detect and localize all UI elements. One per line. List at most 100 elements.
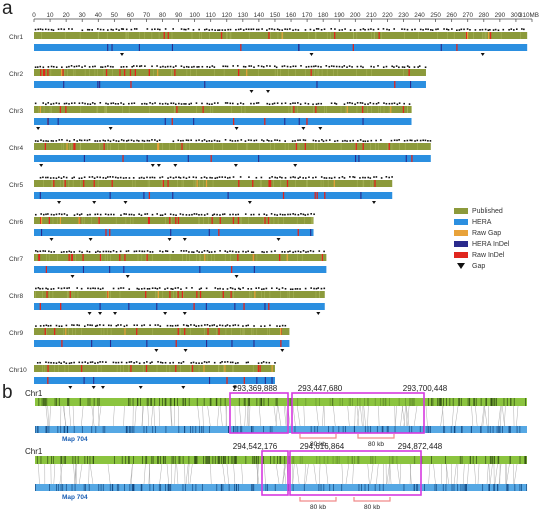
marker-dot bbox=[206, 65, 208, 68]
marker-dot bbox=[89, 103, 92, 105]
marker-dot bbox=[361, 102, 364, 104]
marker-dot bbox=[192, 29, 195, 31]
hera-bar bbox=[34, 192, 393, 199]
marker-dot bbox=[138, 65, 141, 68]
raw-indel-mark bbox=[53, 180, 55, 187]
detail-marker bbox=[89, 456, 91, 464]
published-stripe bbox=[269, 328, 270, 335]
marker-dot bbox=[248, 176, 250, 178]
raw-indel-mark bbox=[191, 365, 194, 372]
marker-dot bbox=[177, 287, 179, 289]
published-stripe bbox=[446, 32, 448, 39]
marker-dot bbox=[45, 361, 47, 364]
marker-dot bbox=[80, 287, 83, 290]
marker-dot bbox=[68, 362, 71, 365]
marker-dot bbox=[94, 325, 97, 327]
detail-marker bbox=[249, 398, 250, 406]
marker-dot bbox=[120, 102, 122, 104]
raw-indel-mark bbox=[124, 254, 126, 261]
marker-dot bbox=[156, 213, 158, 215]
published-stripe bbox=[72, 328, 73, 335]
marker-dot bbox=[266, 65, 268, 67]
marker-dot bbox=[360, 65, 362, 68]
marker-dot bbox=[229, 102, 232, 105]
marker-dot bbox=[325, 139, 328, 142]
raw-indel-mark bbox=[388, 143, 390, 150]
detail-marker bbox=[61, 456, 63, 464]
marker-dot bbox=[261, 139, 263, 141]
detail-marker bbox=[364, 484, 366, 491]
detail-marker bbox=[480, 426, 482, 433]
marker-dot bbox=[262, 140, 265, 142]
detail-marker bbox=[525, 398, 526, 406]
marker-dot bbox=[418, 65, 421, 67]
raw-indel-mark bbox=[352, 44, 354, 51]
published-stripe bbox=[223, 365, 224, 372]
alignment-line bbox=[455, 405, 459, 427]
alignment-line bbox=[399, 463, 402, 485]
published-stripe bbox=[107, 254, 108, 261]
published-stripe bbox=[105, 106, 107, 113]
detail-marker bbox=[165, 426, 167, 433]
published-stripe bbox=[372, 180, 374, 187]
marker-dot bbox=[237, 251, 240, 253]
marker-dot bbox=[213, 361, 216, 364]
raw-indel-mark bbox=[240, 44, 242, 51]
detail-marker bbox=[131, 484, 133, 491]
marker-dot bbox=[36, 362, 39, 364]
chromosome-label: Chr3 bbox=[9, 108, 23, 115]
raw-gap-mark bbox=[333, 180, 335, 187]
published-stripe bbox=[289, 291, 290, 298]
legend: Published HERA Raw Gap HERA InDel Raw In… bbox=[454, 206, 509, 272]
hera-indel-mark bbox=[170, 229, 172, 236]
marker-dot bbox=[223, 213, 226, 215]
marker-dot bbox=[252, 28, 255, 31]
marker-dot bbox=[479, 29, 481, 31]
published-stripe bbox=[189, 254, 191, 261]
raw-indel-mark bbox=[43, 69, 46, 76]
raw-indel-mark bbox=[93, 180, 95, 187]
hera-indel-mark bbox=[310, 229, 312, 236]
hera-indel-mark bbox=[93, 377, 95, 384]
hera-indel-mark bbox=[264, 303, 266, 310]
marker-dot bbox=[289, 66, 292, 68]
detail-marker bbox=[345, 426, 346, 433]
published-stripe bbox=[232, 365, 233, 372]
marker-dot bbox=[406, 28, 409, 31]
published-stripe bbox=[311, 217, 312, 224]
alignment-line bbox=[285, 405, 288, 427]
raw-indel-mark bbox=[40, 69, 42, 76]
detail-marker bbox=[128, 456, 130, 464]
detail-chr-label: Chr1 bbox=[25, 389, 43, 398]
published-stripe bbox=[220, 291, 222, 298]
marker-dot bbox=[86, 103, 89, 105]
published-stripe bbox=[127, 32, 129, 39]
published-stripe bbox=[126, 32, 128, 39]
marker-dot bbox=[322, 140, 325, 143]
marker-dot bbox=[97, 28, 99, 30]
published-stripe bbox=[195, 69, 197, 76]
marker-dot bbox=[257, 102, 260, 104]
marker-dot bbox=[343, 177, 346, 179]
marker-dot bbox=[417, 66, 419, 68]
published-stripe bbox=[35, 254, 37, 261]
published-stripe bbox=[125, 143, 127, 150]
published-stripe bbox=[403, 69, 404, 76]
detail-marker bbox=[194, 456, 196, 464]
marker-dot bbox=[419, 139, 422, 142]
marker-dot bbox=[224, 139, 227, 141]
published-stripe bbox=[321, 69, 323, 76]
legend-swatch-raw-indel bbox=[454, 252, 468, 258]
published-stripe bbox=[483, 32, 485, 39]
marker-dot bbox=[154, 28, 156, 30]
chromosome-label: Chr8 bbox=[9, 293, 23, 300]
chromosome-tracks: Chr1Chr2Chr3Chr4Chr5Chr6Chr7Chr8Chr9Chr1… bbox=[9, 28, 528, 389]
marker-dot bbox=[42, 324, 45, 327]
detail-marker bbox=[151, 398, 152, 406]
raw-indel-mark bbox=[297, 229, 299, 236]
alignment-line bbox=[92, 405, 95, 427]
alignment-line bbox=[513, 463, 518, 485]
raw-gap-mark bbox=[254, 291, 256, 298]
marker-dot bbox=[250, 251, 253, 253]
